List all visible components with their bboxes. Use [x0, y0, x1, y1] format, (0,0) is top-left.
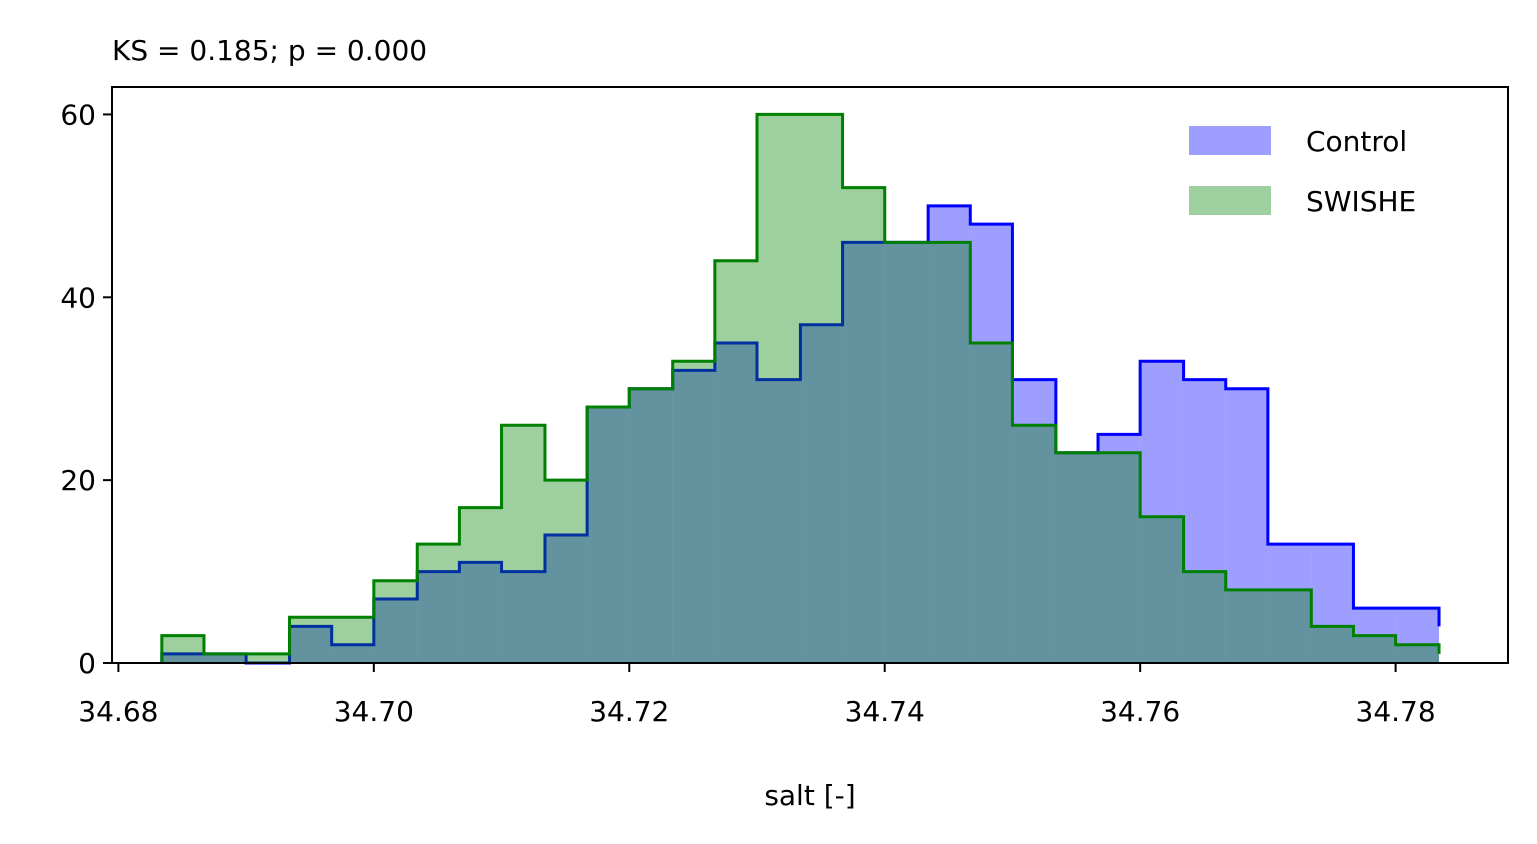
histogram-bar: [1012, 379, 1056, 663]
series-control: [160, 204, 1441, 665]
series-layer: [160, 112, 1441, 665]
histogram-bar: [629, 388, 673, 663]
histogram-bar: [800, 114, 843, 663]
series-outline: [160, 112, 1441, 663]
histogram-bar: [1098, 434, 1141, 663]
histogram-bar: [1353, 635, 1396, 663]
histogram-bar: [1183, 379, 1226, 663]
histogram-bar: [1311, 544, 1354, 663]
x-axis-label: salt [-]: [764, 779, 855, 812]
legend-label: Control: [1306, 125, 1407, 158]
legend-label: SWISHE: [1306, 185, 1416, 218]
histogram-bar: [884, 242, 929, 663]
y-tick-label: 20: [60, 464, 96, 497]
y-tick-label: 40: [60, 281, 96, 314]
histogram-bar: [1311, 626, 1354, 663]
histogram-bar: [544, 480, 588, 663]
histogram-bar: [289, 617, 332, 663]
histogram-bar: [417, 544, 460, 663]
y-axis-ticks: 0 20 40 60: [60, 98, 112, 680]
histogram-bar: [459, 507, 502, 663]
legend: Control SWISHE: [1189, 125, 1416, 218]
histogram-bar: [672, 361, 715, 663]
histogram-bar: [714, 343, 757, 663]
histogram-bar: [842, 242, 885, 663]
histogram-bar: [1012, 425, 1056, 663]
histogram-bar: [928, 242, 971, 663]
x-tick-label: 34.72: [589, 695, 669, 728]
legend-swatch: [1189, 186, 1271, 215]
legend-item-control: Control: [1189, 125, 1407, 158]
histogram-bar: [1140, 361, 1184, 663]
histogram-bar: [501, 425, 545, 663]
x-tick-label: 34.76: [1100, 695, 1180, 728]
histogram-bar: [587, 407, 630, 663]
histogram-bar: [459, 562, 502, 663]
histogram-bar: [161, 653, 204, 663]
histogram-bar: [756, 379, 801, 663]
legend-swatch: [1189, 126, 1271, 155]
histogram-bar: [970, 343, 1013, 663]
x-tick-label: 34.68: [78, 695, 158, 728]
chart-title: KS = 0.185; p = 0.000: [112, 34, 427, 67]
histogram-bar: [1395, 608, 1440, 663]
histogram-bar: [203, 653, 247, 663]
histogram-bar: [544, 535, 588, 663]
histogram-bar: [203, 653, 247, 663]
histogram-bar: [842, 187, 885, 664]
histogram-bar: [884, 242, 929, 663]
x-axis-ticks: 34.68 34.70 34.72 34.74 34.76 34.78: [78, 663, 1436, 728]
histogram-bar: [417, 571, 460, 663]
histogram-bar: [1225, 589, 1268, 663]
histogram-bar: [714, 260, 757, 663]
histogram-bar: [1395, 644, 1440, 663]
x-tick-label: 34.78: [1356, 695, 1436, 728]
histogram-bar: [331, 617, 374, 663]
histogram-bar: [1225, 388, 1268, 663]
histogram-bar: [1140, 516, 1184, 663]
series-outline: [160, 204, 1441, 665]
histogram-bar: [928, 205, 971, 663]
histogram-bar: [161, 635, 204, 663]
histogram-bar: [1098, 452, 1141, 663]
histogram-bar: [1055, 452, 1099, 663]
legend-item-swishe: SWISHE: [1189, 185, 1416, 218]
y-tick-label: 60: [60, 98, 96, 131]
x-tick-label: 34.70: [334, 695, 414, 728]
histogram-bar: [289, 626, 332, 663]
histogram-bar: [373, 580, 418, 663]
y-tick-label: 0: [78, 647, 96, 680]
axes-frame: [111, 86, 1509, 664]
histogram-bar: [1267, 589, 1312, 663]
histogram-bar: [1267, 544, 1312, 663]
histogram-bar: [800, 324, 843, 663]
histogram-bar: [629, 388, 673, 663]
histogram-bar: [970, 224, 1013, 663]
histogram-bar: [672, 370, 715, 663]
histogram-bar: [373, 599, 418, 663]
histogram-bar: [331, 644, 374, 663]
x-tick-label: 34.74: [845, 695, 925, 728]
histogram-bar: [587, 407, 630, 663]
histogram-bar: [1183, 571, 1226, 663]
histogram-bar: [756, 114, 801, 663]
histogram-bar: [501, 571, 545, 663]
histogram-bar: [1055, 452, 1099, 663]
series-swishe: [160, 112, 1441, 664]
histogram-bar: [246, 653, 290, 663]
